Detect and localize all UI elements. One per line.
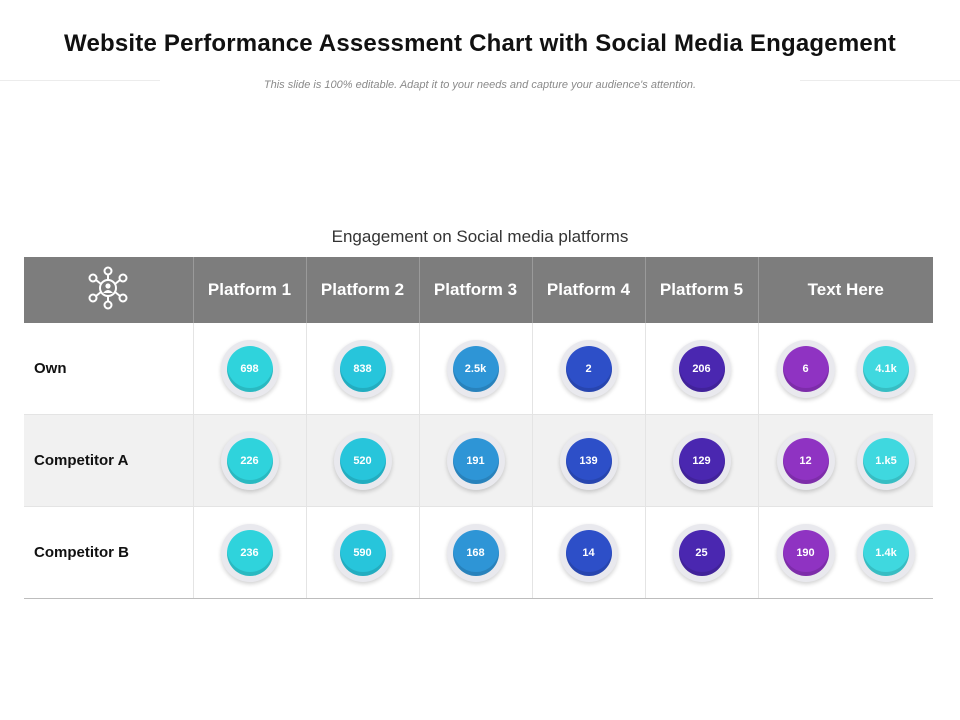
value-circle: 2: [565, 345, 612, 392]
value-circle: 4.1k: [863, 345, 909, 392]
value-circle: 6: [782, 345, 829, 392]
value-badge: 191: [446, 431, 505, 490]
value-badge: 206: [672, 339, 731, 398]
value-circle: 12: [782, 437, 829, 484]
column-header-platform-5: Platform 5: [645, 257, 759, 323]
column-header-platform-2: Platform 2: [306, 257, 420, 323]
row-label: Competitor B: [24, 506, 194, 599]
value-badge: 698: [220, 339, 279, 398]
value-badge: 236: [220, 523, 279, 582]
social-network-icon: [86, 266, 130, 315]
column-header-platform-1: Platform 1: [193, 257, 307, 323]
value-circle: 2.5k: [452, 345, 499, 392]
column-header-platform-3: Platform 3: [419, 257, 533, 323]
engagement-table: Platform 1 Platform 2 Platform 3 Platfor…: [24, 257, 933, 599]
row-label: Own: [24, 323, 194, 415]
value-badge: 139: [559, 431, 618, 490]
value-circle: 520: [339, 437, 386, 484]
slide-subtitle: This slide is 100% editable. Adapt it to…: [263, 79, 697, 91]
table-caption: Engagement on Social media platforms: [331, 227, 629, 246]
title-divider-left: [0, 80, 160, 81]
value-badge: 12: [776, 431, 835, 490]
header-row: Platform 1 Platform 2 Platform 3 Platfor…: [24, 257, 933, 323]
header-icon-cell: [24, 257, 194, 323]
value-circle: 698: [226, 345, 273, 392]
value-circle: 190: [782, 529, 829, 576]
value-badge: 25: [672, 523, 731, 582]
value-circle: 236: [226, 529, 273, 576]
value-badge: 590: [333, 523, 392, 582]
value-badge: 129: [672, 431, 731, 490]
value-badge: 190: [776, 523, 835, 582]
value-badge: 1.k5: [857, 431, 915, 490]
value-badge: 838: [333, 339, 392, 398]
value-badge: 14: [559, 523, 618, 582]
value-badge: 2: [559, 339, 618, 398]
value-circle: 191: [452, 437, 499, 484]
value-badge: 4.1k: [857, 339, 915, 398]
value-circle: 226: [226, 437, 273, 484]
table-row-competitor-a: Competitor A 226 520 191 139 129 12 1.k5: [24, 414, 933, 507]
value-badge: 520: [333, 431, 392, 490]
value-circle: 14: [565, 529, 612, 576]
value-badge: 226: [220, 431, 279, 490]
row-label: Competitor A: [24, 414, 194, 507]
value-circle: 139: [565, 437, 612, 484]
table-row-competitor-b: Competitor B 236 590 168 14 25 190 1.4k: [24, 506, 933, 599]
column-header-text-here: Text Here: [758, 257, 933, 323]
value-badge: 168: [446, 523, 505, 582]
value-circle: 129: [678, 437, 725, 484]
value-circle: 206: [678, 345, 725, 392]
value-circle: 1.k5: [863, 437, 909, 484]
value-circle: 25: [678, 529, 725, 576]
value-badge: 2.5k: [446, 339, 505, 398]
value-circle: 1.4k: [863, 529, 909, 576]
value-circle: 590: [339, 529, 386, 576]
title-divider-right: [800, 80, 960, 81]
column-header-platform-4: Platform 4: [532, 257, 646, 323]
table-row-own: Own 698 838 2.5k 2 206 6 4.1k: [24, 323, 933, 415]
value-circle: 838: [339, 345, 386, 392]
value-badge: 6: [776, 339, 835, 398]
slide-title: Website Performance Assessment Chart wit…: [64, 30, 896, 57]
value-badge: 1.4k: [857, 523, 915, 582]
value-circle: 168: [452, 529, 499, 576]
